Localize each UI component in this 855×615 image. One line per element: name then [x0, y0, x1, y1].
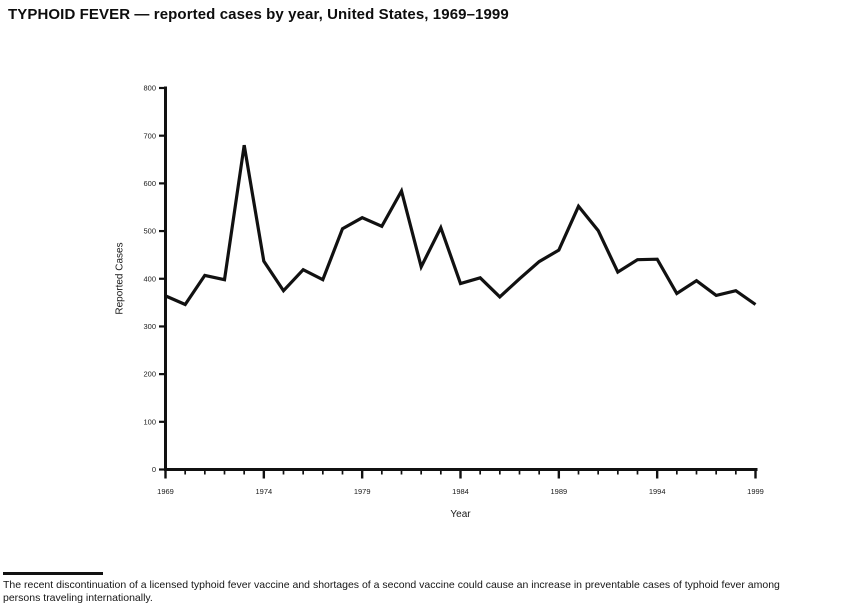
y-axis-tick-label: 400	[143, 274, 156, 283]
y-axis-tick-label: 300	[143, 322, 156, 331]
y-axis-tick-label: 200	[143, 370, 156, 379]
footnote-text-line1: The recent discontinuation of a licensed…	[3, 578, 780, 591]
x-axis-tick-label: 1989	[550, 487, 567, 496]
data-line-reported-cases	[164, 144, 757, 307]
chart-canvas: 0 100 200 300 400 500 600 700 800 1969 1974 1979 198…	[115, 84, 764, 520]
y-axis-tick-label: 800	[143, 84, 156, 93]
y-axis-label: Reported Cases	[115, 242, 126, 314]
y-axis-tick-label: 0	[152, 465, 156, 474]
y-axis-tick-label: 600	[143, 179, 156, 188]
x-axis-label: Year	[450, 509, 471, 520]
x-axis-tick-label: 1999	[747, 487, 764, 496]
y-axis-tick-label: 500	[143, 227, 156, 236]
x-axis-tick-label: 1974	[255, 487, 272, 496]
footnote-rule	[3, 572, 103, 575]
footnote-text-line2: persons traveling internationally.	[3, 592, 153, 604]
y-axis-tick-label: 100	[143, 417, 156, 426]
y-axis-tick-label: 700	[143, 131, 156, 140]
x-axis-tick-label: 1979	[354, 487, 371, 496]
x-axis-tick-label: 1994	[649, 487, 666, 496]
x-axis-tick-label: 1969	[157, 487, 174, 496]
figure-title: TYPHOID FEVER — reported cases by year, …	[8, 6, 509, 23]
footnote: The recent discontinuation of a licensed…	[3, 572, 852, 606]
chart-area: 0 100 200 300 400 500 600 700 800 1969 1974 1979 198…	[115, 84, 764, 520]
x-axis-tick-label: 1984	[452, 487, 469, 496]
